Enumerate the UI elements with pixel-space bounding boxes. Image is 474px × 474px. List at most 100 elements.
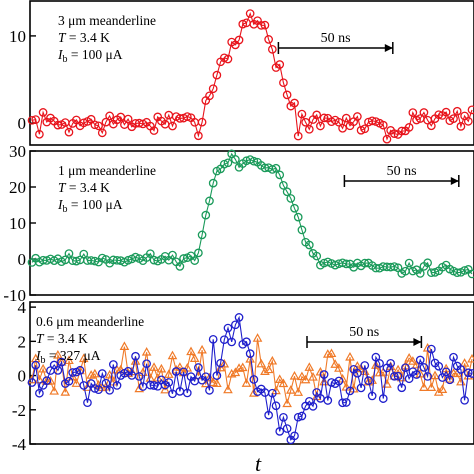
data-point [238,19,248,29]
y-tick-label: -4 [12,435,27,454]
data-point [293,387,304,396]
data-point [38,108,48,117]
data-point [426,344,436,354]
data-point [319,376,329,386]
data-point [83,398,92,408]
data-point [282,187,292,197]
data-point [35,388,44,398]
data-point [390,129,399,138]
data-point [234,313,244,322]
data-point [264,410,273,420]
data-point [219,358,230,368]
data-point [304,240,314,250]
data-point [463,116,473,126]
data-point [249,388,259,397]
data-point [467,105,474,115]
data-point [390,371,399,381]
data-point [426,121,436,131]
annotation-bias-current: Ib = 100 μA [57,47,123,65]
data-point [308,401,318,411]
data-point [53,120,63,130]
panels: 10 0 3 μm meanderline T = 3.4 K Ib = 100 μA 5… [3,0,474,454]
data-point [130,356,141,365]
data-point [326,348,337,358]
data-point [293,212,303,222]
data-point [194,131,203,141]
data-point [94,385,103,395]
data-point [97,128,107,138]
data-point [404,123,414,132]
data-point [364,376,373,386]
data-point [64,376,74,386]
data-point [245,354,255,363]
data-point [378,120,388,130]
data-point [267,165,277,174]
data-point [426,382,437,391]
data-point [79,249,89,259]
data-point [168,389,177,399]
data-point [205,385,214,395]
data-point [71,378,82,387]
data-point [459,358,470,367]
data-point [260,366,270,376]
y-tick-label: -10 [3,286,26,305]
data-point [216,358,225,368]
annotation-bias-current: Ib = 100 μA [57,197,123,215]
data-point [308,372,318,381]
data-point [397,126,407,136]
data-point [75,365,85,375]
data-point [423,258,432,268]
panel-frame [29,301,474,445]
data-point [234,35,244,45]
data-point [282,90,292,100]
data-point [212,371,222,380]
data-point [168,250,177,260]
data-point [382,134,392,144]
data-point [194,363,203,372]
data-point [101,378,111,388]
data-point [415,355,425,365]
data-point [108,360,118,369]
data-point [208,178,218,188]
data-point [163,369,174,378]
panel-top: 10 0 3 μm meanderline T = 3.4 K Ib = 100 μA 5… [9,0,474,146]
data-point [179,254,188,263]
data-point [449,114,458,123]
annotation-temperature: T = 3.4 K [36,331,88,346]
data-point [415,368,426,378]
data-point [249,375,259,384]
data-point [437,384,448,394]
y-tick-label: 0 [18,114,27,133]
y-tick-label: -2 [12,401,26,420]
annotation: 3 μm meanderline T = 3.4 K Ib = 100 μA [57,13,156,65]
data-point [360,258,370,268]
data-point [301,117,310,127]
data-point [219,53,229,63]
data-point [441,107,451,117]
data-point [197,344,207,354]
data-point [275,60,285,69]
y-tick-label: 2 [18,332,27,351]
data-point [467,269,474,279]
data-point [378,394,388,403]
data-point [323,396,333,405]
scale-bar-label: 50 ns [387,164,417,179]
data-point [249,156,259,166]
data-point [275,427,285,436]
data-point [201,372,211,382]
data-point [434,110,444,120]
data-point [411,359,422,369]
data-point [131,351,140,361]
data-point [279,181,288,190]
data-point [408,356,418,365]
data-point [205,91,214,101]
data-point [245,9,255,18]
data-point [338,398,347,408]
data-point [334,117,344,127]
data-point [53,366,63,375]
annotation-title: 3 μm meanderline [58,13,156,28]
data-point [64,127,74,137]
data-point [433,387,444,396]
data-point [263,364,274,374]
